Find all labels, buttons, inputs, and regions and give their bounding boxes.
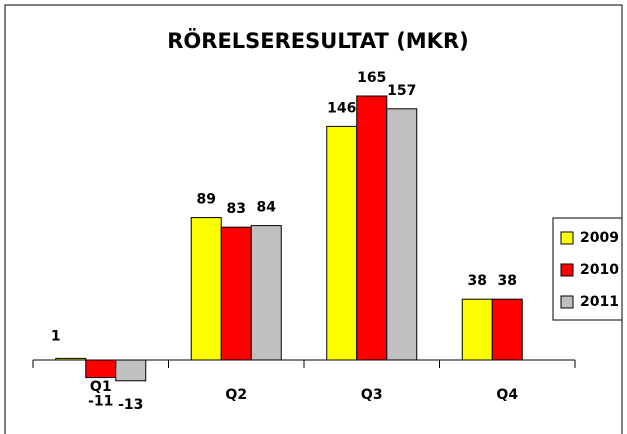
value-label: -11 [88, 394, 113, 410]
value-label: 89 [197, 192, 216, 208]
bar [326, 125, 358, 361]
bar [55, 357, 87, 361]
x-tick-label: Q4 [496, 387, 518, 403]
legend-label: 2011 [580, 294, 619, 310]
bar [220, 226, 252, 361]
bar [461, 298, 493, 361]
bar [386, 108, 418, 361]
value-label: -13 [118, 397, 143, 413]
legend-swatch [560, 295, 574, 309]
bar [85, 359, 117, 379]
bar [115, 359, 147, 382]
value-label: 38 [468, 273, 487, 289]
value-label: 84 [257, 200, 277, 216]
x-tick-label: Q2 [225, 387, 247, 403]
x-tick-label: Q3 [361, 387, 383, 403]
value-label: 165 [357, 70, 386, 86]
chart-title: RÖRELSERESULTAT (MKR) [167, 28, 468, 53]
bar [250, 225, 282, 361]
legend-swatch [560, 231, 574, 245]
x-tick-label: Q1 [90, 379, 112, 395]
value-label: 157 [387, 83, 416, 99]
value-label: 83 [227, 201, 246, 217]
legend-label: 2009 [580, 230, 619, 246]
bar [491, 298, 523, 361]
value-label: 146 [327, 100, 356, 116]
legend-label: 2010 [580, 262, 619, 278]
legend-swatch [560, 263, 574, 277]
value-label: 1 [51, 328, 61, 344]
value-label: 38 [498, 273, 517, 289]
bar [190, 217, 222, 361]
bar [356, 95, 388, 361]
